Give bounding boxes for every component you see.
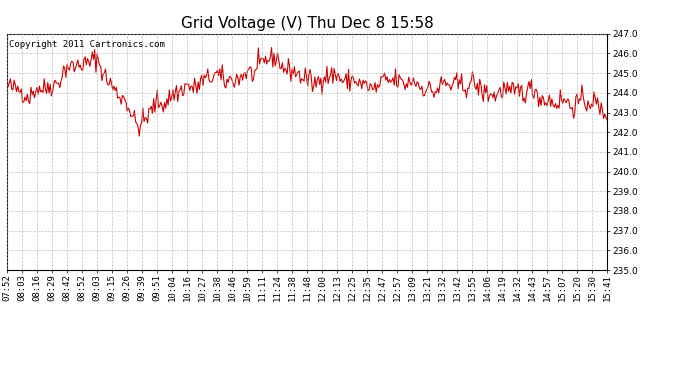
Title: Grid Voltage (V) Thu Dec 8 15:58: Grid Voltage (V) Thu Dec 8 15:58 bbox=[181, 16, 433, 31]
Text: Copyright 2011 Cartronics.com: Copyright 2011 Cartronics.com bbox=[9, 40, 165, 49]
